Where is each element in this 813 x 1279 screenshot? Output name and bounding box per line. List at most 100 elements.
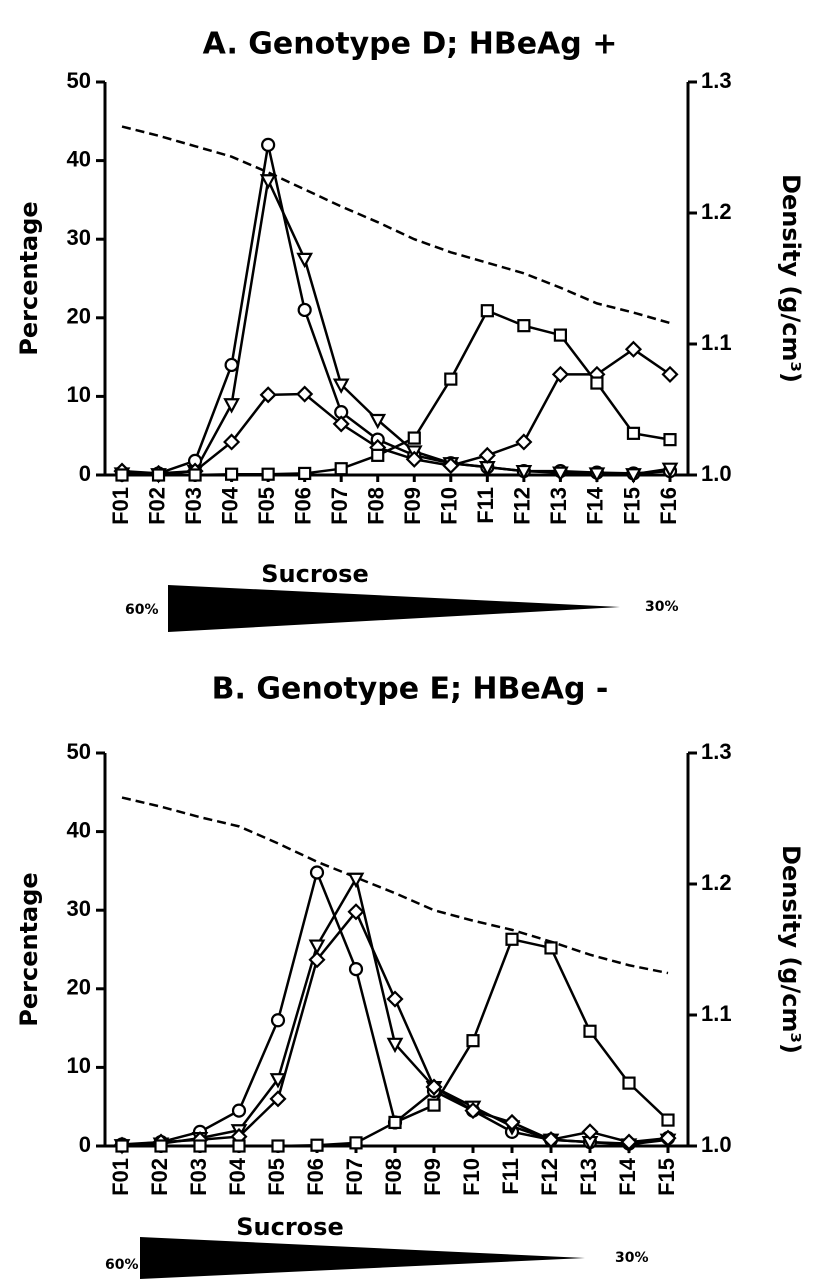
y-tick-label: 0 [79,1132,91,1157]
density-line [121,796,669,975]
density-line [121,125,671,325]
marker-square [553,328,568,342]
x-tick-label: F14 [615,1157,640,1196]
marker-square [349,1136,363,1150]
marker-diamond [223,433,241,451]
x-tick-label: F01 [108,487,133,525]
marker-square [583,1024,597,1038]
y-axis-label: Percentage [15,201,43,355]
marker-square [407,431,421,445]
series-line [121,875,669,1147]
annotation: 30% [615,1250,649,1266]
marker-square [505,932,519,946]
marker-diamond [405,450,423,468]
x-tick-label: F13 [576,1158,601,1196]
marker-triangle [332,378,350,394]
x-tick-label: F16 [656,487,681,525]
y-tick-label: 30 [67,896,91,921]
annotation: 60% [125,602,159,618]
marker-diamond [503,1113,521,1131]
marker-triangle [308,939,326,955]
marker-diamond [386,990,404,1008]
x-axis-label: Sucrose [261,560,368,588]
marker-triangle [369,413,387,430]
marker-circle [309,865,325,880]
x-tick-label: F02 [144,487,169,525]
x-tick-label: F07 [342,1158,367,1196]
marker-circle [348,962,364,977]
series-line [121,347,671,475]
marker-triangle [347,872,365,889]
x-tick-label: F05 [264,1158,289,1196]
y2-tick-label: 1.1 [701,1001,732,1026]
marker-triangle [588,467,606,483]
marker-square [193,1139,207,1153]
x-tick-label: F12 [537,1158,562,1196]
y-tick-label: 20 [67,975,91,1000]
marker-square [151,468,166,482]
marker-square [388,1115,402,1130]
marker-square [261,467,275,481]
marker-diamond [308,951,326,969]
marker-diamond [442,457,460,475]
marker-diamond [464,1102,482,1120]
marker-square [371,448,385,462]
x-tick-label: F09 [400,487,425,525]
sucrose-gradient [168,585,620,632]
x-tick-label: F06 [303,1158,328,1196]
marker-diamond [259,386,277,404]
x-tick-label: F10 [437,487,462,525]
y-tick-label: 50 [67,739,91,764]
y2-tick-label: 1.2 [701,199,732,224]
marker-triangle [515,464,533,481]
marker-diamond [515,433,533,451]
y-tick-label: 0 [79,461,91,486]
x-tick-label: F13 [546,487,571,525]
x-tick-label: F08 [381,1158,406,1196]
marker-diamond [347,903,365,921]
marker-triangle [661,462,679,479]
marker-diamond [624,340,643,358]
marker-diamond [620,1133,638,1151]
marker-square [310,1138,324,1152]
marker-triangle [269,1073,287,1089]
marker-triangle [552,466,569,482]
x-tick-label: F05 [254,487,279,525]
y-tick-label: 50 [67,68,91,93]
marker-square [661,1113,675,1127]
marker-square [115,1139,129,1153]
x-tick-label: F03 [181,487,206,525]
y2-tick-label: 1.0 [701,461,732,486]
x-tick-label: F14 [583,486,608,525]
y2-axis-label: Density (g/cm³) [777,845,805,1054]
x-tick-label: F11 [473,487,498,524]
marker-diamond [425,1078,443,1096]
marker-square [225,467,239,481]
x-tick-label: F03 [186,1158,211,1196]
y2-tick-label: 1.3 [701,739,732,764]
y2-axis-label: Density (g/cm³) [777,174,805,383]
x-tick-label: F02 [147,1158,172,1196]
x-tick-label: F04 [217,486,242,525]
annotation: 30% [645,599,679,615]
marker-circle [297,302,312,318]
marker-square [427,1098,441,1112]
annotation: 60% [105,1257,139,1273]
marker-square [188,468,202,482]
marker-triangle [625,468,642,484]
marker-triangle [223,398,240,414]
marker-diamond [661,365,679,383]
marker-diamond [542,1131,560,1149]
marker-diamond [332,415,350,433]
marker-square [154,1139,168,1153]
x-tick-label: F06 [290,487,315,525]
marker-square [298,466,312,481]
x-tick-label: F01 [108,1158,133,1196]
y-tick-label: 40 [67,817,91,842]
marker-square [626,426,641,440]
marker-circle [224,357,239,373]
x-tick-label: F15 [654,1158,679,1196]
chart-title: A. Genotype D; HBeAg + [203,27,618,62]
marker-square [232,1139,246,1153]
